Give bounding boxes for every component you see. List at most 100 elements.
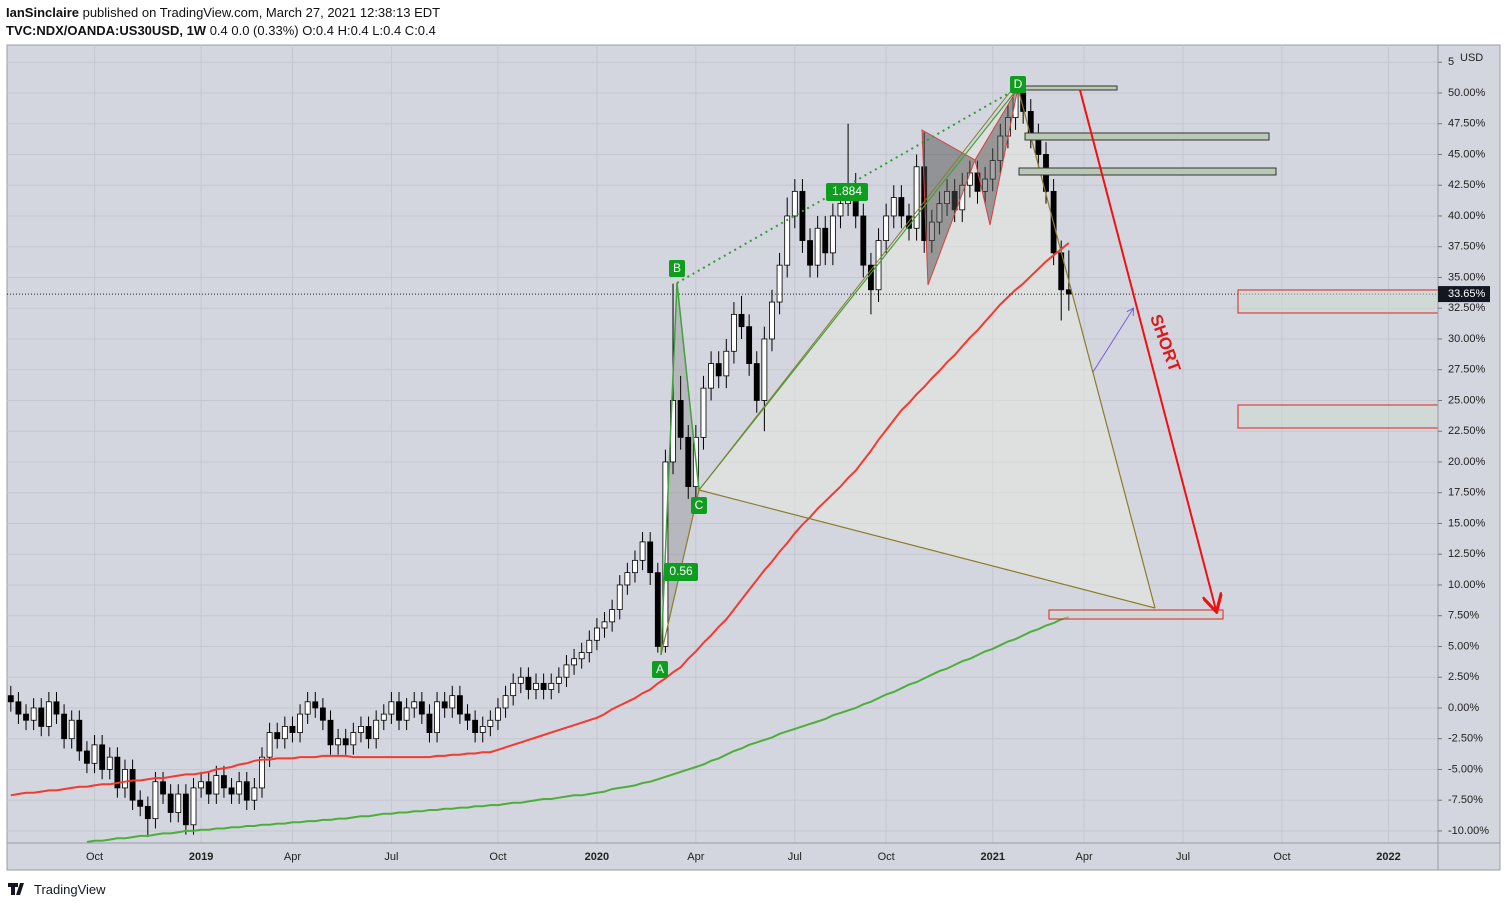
y-tick-label: 15.00% (1448, 517, 1486, 529)
y-tick-label: 5 (1448, 56, 1454, 68)
candle-body (23, 713, 29, 721)
candle-body (609, 609, 616, 623)
candle-body (799, 190, 806, 241)
y-tick-label: 27.50% (1448, 364, 1486, 376)
candle-body (548, 682, 555, 690)
candle-body (517, 676, 524, 684)
candle-body (708, 363, 714, 389)
x-tick-label: 2022 (1376, 851, 1400, 863)
candle-body (540, 682, 547, 690)
candle-body (715, 363, 722, 377)
ratio-label: 1.884 (832, 184, 862, 198)
candle-body (289, 725, 296, 733)
pattern-label: A (656, 662, 664, 676)
candle-body (274, 732, 281, 740)
candle-body (700, 387, 707, 438)
candle-body (654, 572, 661, 647)
candle-body (281, 725, 288, 740)
candle-body (403, 707, 410, 721)
candle-body (106, 756, 113, 770)
x-tick-label: Oct (86, 851, 103, 863)
pattern-fills (661, 88, 1155, 655)
candle-body (677, 400, 684, 438)
y-tick-label: 7.50% (1448, 610, 1479, 622)
candle-body (243, 781, 250, 801)
last-price-box (1438, 286, 1490, 303)
candle-body (533, 682, 539, 690)
candle-body (129, 769, 136, 801)
candle-body (388, 701, 395, 715)
quote: 0.4 0.0 (0.33%) O:0.4 H:0.4 L:0.4 C:0.4 (206, 23, 436, 38)
x-tick-label: Oct (878, 851, 895, 863)
drawings: SHORT A B C D 0.56 1.884 (652, 76, 1438, 678)
candle-body (822, 227, 829, 254)
candle-body (373, 719, 380, 740)
y-unit: USD (1460, 52, 1483, 64)
zone (1018, 167, 1277, 176)
candle-body (495, 707, 501, 721)
short-arrow (1079, 89, 1216, 610)
candle-body (213, 775, 220, 795)
zone (1024, 132, 1270, 141)
y-tick-label: -5.00% (1448, 763, 1483, 775)
y-tick-label: 2.50% (1448, 671, 1479, 683)
candle-body (319, 707, 326, 721)
zone (1048, 609, 1224, 620)
candle-body (525, 676, 532, 690)
candle-body (236, 781, 243, 795)
x-tick-label: Oct (1273, 851, 1290, 863)
candle-body (30, 707, 37, 721)
candle-body (616, 584, 623, 610)
x-tick-label: Jul (788, 851, 802, 863)
candle-body (122, 769, 128, 789)
candle-body (632, 559, 638, 574)
candle-body (479, 725, 486, 733)
brand-name: TradingView (34, 882, 106, 897)
y-tick-label: 0.00% (1448, 702, 1479, 714)
candle-body (198, 781, 205, 789)
y-tick-label: 37.50% (1448, 241, 1486, 253)
zone (1024, 85, 1118, 91)
pattern-fill (699, 88, 1155, 608)
candle-body (152, 781, 159, 820)
candle-body (350, 732, 357, 746)
label-box (691, 497, 707, 514)
candle-body (685, 436, 692, 487)
pattern-label: B (673, 261, 681, 275)
candle-body (411, 701, 418, 709)
candle-body (731, 313, 737, 352)
candle-body (464, 713, 471, 721)
candle-body (259, 756, 265, 789)
label-box (669, 260, 685, 277)
symbol-line: TVC:NDX/OANDA:US30USD, 1W 0.4 0.0 (0.33%… (6, 23, 436, 38)
candle-body (753, 363, 760, 401)
candle-body (1027, 111, 1034, 137)
candle-body (182, 793, 189, 826)
x-tick-label: 2021 (980, 851, 1004, 863)
candle-body (335, 738, 342, 746)
bounce-arrow (1092, 309, 1133, 373)
candle-body (906, 215, 912, 229)
candle-body (167, 793, 174, 813)
moving-average (86, 615, 1070, 843)
pattern-triangle (974, 87, 1019, 226)
candle-body (190, 787, 197, 826)
candle-body (898, 197, 905, 217)
candle-body (205, 781, 212, 795)
candle-body (791, 190, 798, 217)
pattern-leg (698, 87, 1019, 491)
candle-body (327, 719, 334, 746)
candle-body (487, 719, 494, 727)
candle-body (761, 338, 768, 401)
candle-body (738, 313, 745, 328)
candle-body (380, 713, 387, 721)
candle-body (472, 719, 479, 733)
candle-body (312, 701, 319, 709)
candle-body (776, 264, 783, 303)
last-price-label: 33.65% (1448, 288, 1486, 300)
candle-body (53, 701, 60, 715)
x-tick-label: Apr (1075, 851, 1092, 863)
candle-body (723, 350, 730, 377)
